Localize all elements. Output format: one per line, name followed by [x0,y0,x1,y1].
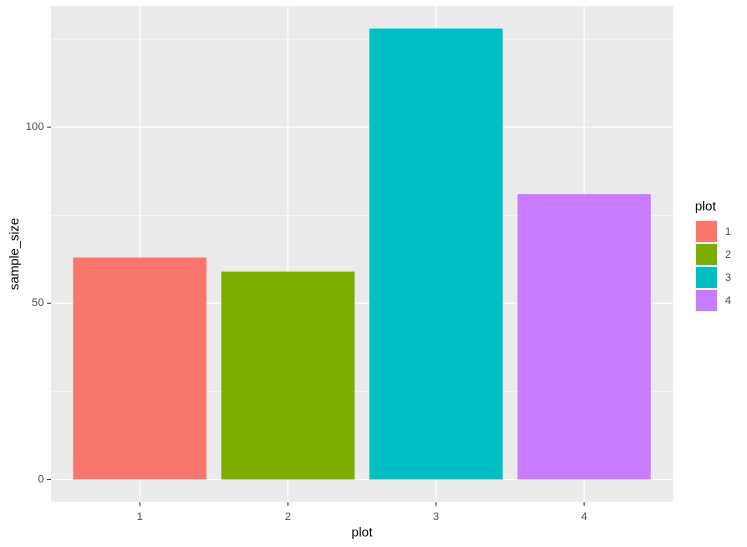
x-axis-label: plot [352,524,373,539]
bar [73,257,207,480]
legend-key [696,290,717,311]
legend-label: 4 [725,295,731,307]
x-tick-label: 4 [581,511,587,523]
y-tick-label: 50 [32,297,44,309]
bar [517,194,651,480]
legend-key [696,244,717,265]
legend-label: 1 [725,226,731,238]
legend-key [696,221,717,242]
x-tick-label: 3 [433,511,439,523]
x-tick-label: 1 [137,511,143,523]
legend-title: plot [695,198,716,213]
y-tick-label: 0 [38,473,44,485]
bar [369,28,503,480]
x-tick-label: 2 [285,511,291,523]
bars [73,28,651,480]
legend-label: 2 [725,249,731,261]
legend: 1 2 3 4 [695,220,731,312]
y-tick-label: 100 [26,121,44,133]
y-axis-label: sample_size [6,218,21,290]
legend-key [696,267,717,288]
bar [221,271,355,480]
legend-label: 3 [725,272,731,284]
